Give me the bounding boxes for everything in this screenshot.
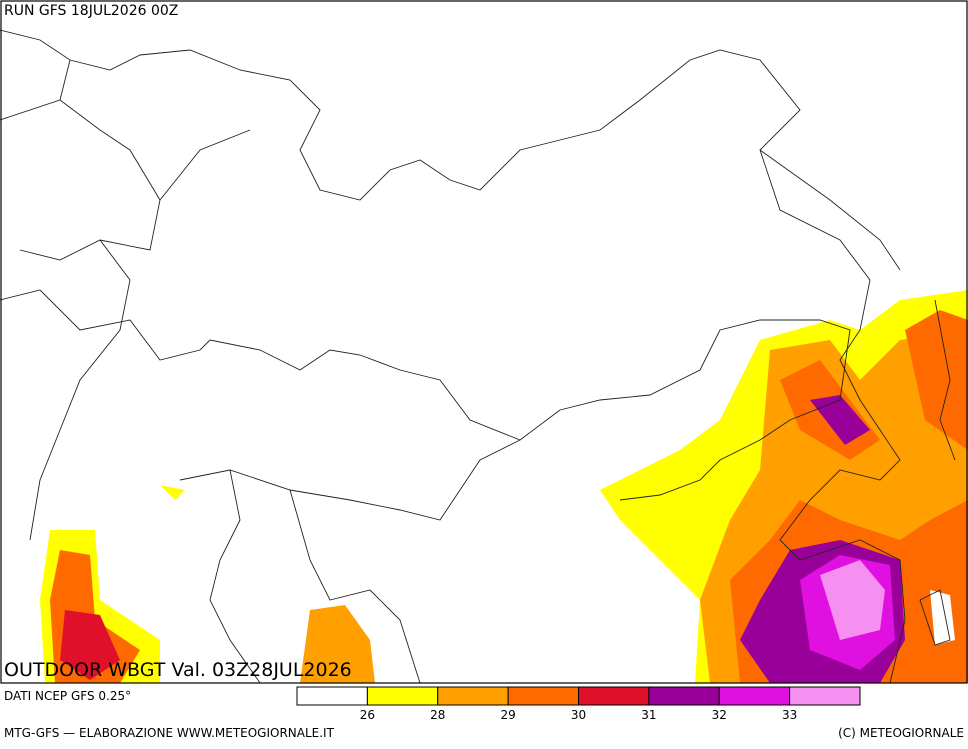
border [29,239,521,684]
colorbar-tick-label: 31 [641,708,656,722]
colorbar-tick-label: 30 [571,708,586,722]
map [0,0,968,684]
colorbar-bin [789,686,861,706]
colorbar-bin [507,686,579,706]
colorbar-tick-label: 33 [782,708,797,722]
colorbar-bin [296,686,368,706]
heat-areas [40,290,968,683]
colorbar-tick-label: 26 [360,708,375,722]
colorbar-bin [648,686,720,706]
colorbar-tick-label: 28 [430,708,445,722]
colorbar: 26 28 29 30 31 32 33 [296,686,861,722]
border [0,289,851,501]
colorbar-bin [437,686,509,706]
colorbar-tick-label: 32 [712,708,727,722]
coastline [0,29,906,684]
coastline [759,149,956,646]
run-label: RUN GFS 18JUL2026 00Z [4,3,178,19]
colorbar-tick-label: 29 [500,708,515,722]
border [0,59,251,261]
colorbar-bin [578,686,650,706]
footer-left: MTG-GFS — ELABORAZIONE WWW.METEOGIORNALE… [4,726,335,740]
data-source: DATI NCEP GFS 0.25° [4,689,131,703]
footer-right: (C) METEOGIORNALE [838,726,964,740]
colorbar-bin [718,686,791,706]
map-title: OUTDOOR WBGT Val. 03Z28JUL2026 [4,659,352,681]
colorbar-bin [366,686,439,706]
map-frame [0,0,968,684]
